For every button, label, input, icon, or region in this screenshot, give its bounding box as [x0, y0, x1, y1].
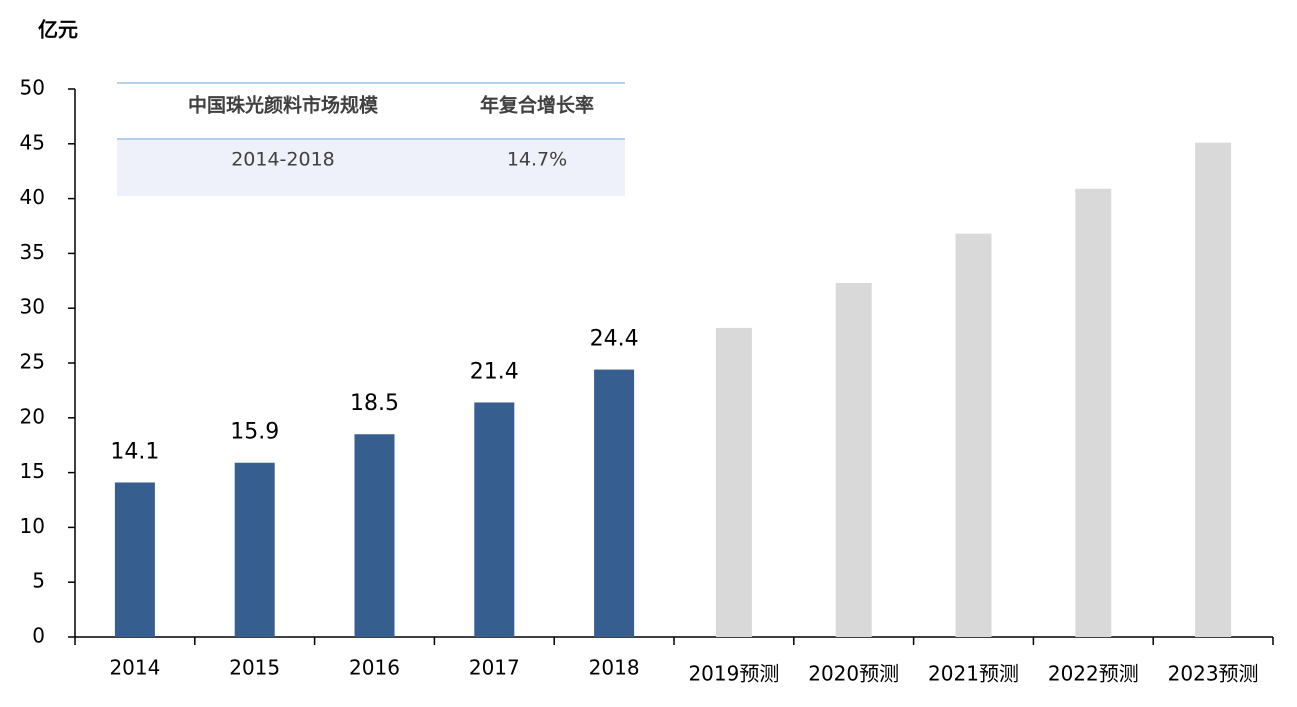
x-tick-label: 2023预测: [1168, 662, 1259, 686]
y-tick-label: 20: [20, 404, 45, 428]
table-header: 年复合增长率: [480, 94, 594, 117]
bar: [354, 434, 395, 637]
y-tick-label: 35: [20, 240, 45, 264]
table-cell: 2014-2018: [231, 149, 335, 171]
data-label: 21.4: [470, 359, 519, 384]
bar: [955, 233, 992, 637]
x-tick-label: 2017: [469, 656, 520, 680]
x-tick-label: 2014: [109, 656, 160, 680]
bar: [1075, 188, 1112, 637]
y-tick-label: 25: [20, 350, 45, 374]
unit-label: 亿元: [38, 18, 78, 42]
y-tick-label: 50: [20, 76, 45, 100]
bar: [474, 402, 515, 637]
bar: [234, 462, 275, 637]
y-tick-label: 5: [32, 569, 45, 593]
table-header: 中国珠光颜料市场规模: [188, 94, 379, 117]
data-label: 15.9: [230, 420, 279, 445]
y-tick-label: 0: [32, 624, 45, 648]
bar: [1195, 142, 1232, 638]
x-tick-label: 2015: [229, 656, 280, 680]
y-tick-label: 30: [20, 295, 45, 319]
x-tick-label: 2021预测: [928, 662, 1019, 686]
bar: [835, 282, 872, 637]
bar: [114, 482, 155, 637]
y-tick-label: 15: [20, 459, 45, 483]
y-tick-label: 40: [20, 185, 45, 209]
x-tick-label: 2022预测: [1048, 662, 1139, 686]
data-label: 24.4: [590, 327, 639, 352]
data-label: 14.1: [110, 439, 159, 464]
x-tick-label: 2020预测: [808, 662, 899, 686]
y-tick-label: 45: [20, 130, 45, 154]
x-tick-label: 2016: [349, 656, 400, 680]
x-tick-label: 2018: [589, 656, 640, 680]
table-row-bg: [117, 139, 625, 196]
bar: [594, 369, 635, 637]
y-tick-label: 10: [20, 514, 45, 538]
x-tick-label: 2019预测: [688, 662, 779, 686]
table-cell: 14.7%: [507, 149, 567, 171]
bar: [715, 327, 752, 637]
data-label: 18.5: [350, 391, 399, 416]
